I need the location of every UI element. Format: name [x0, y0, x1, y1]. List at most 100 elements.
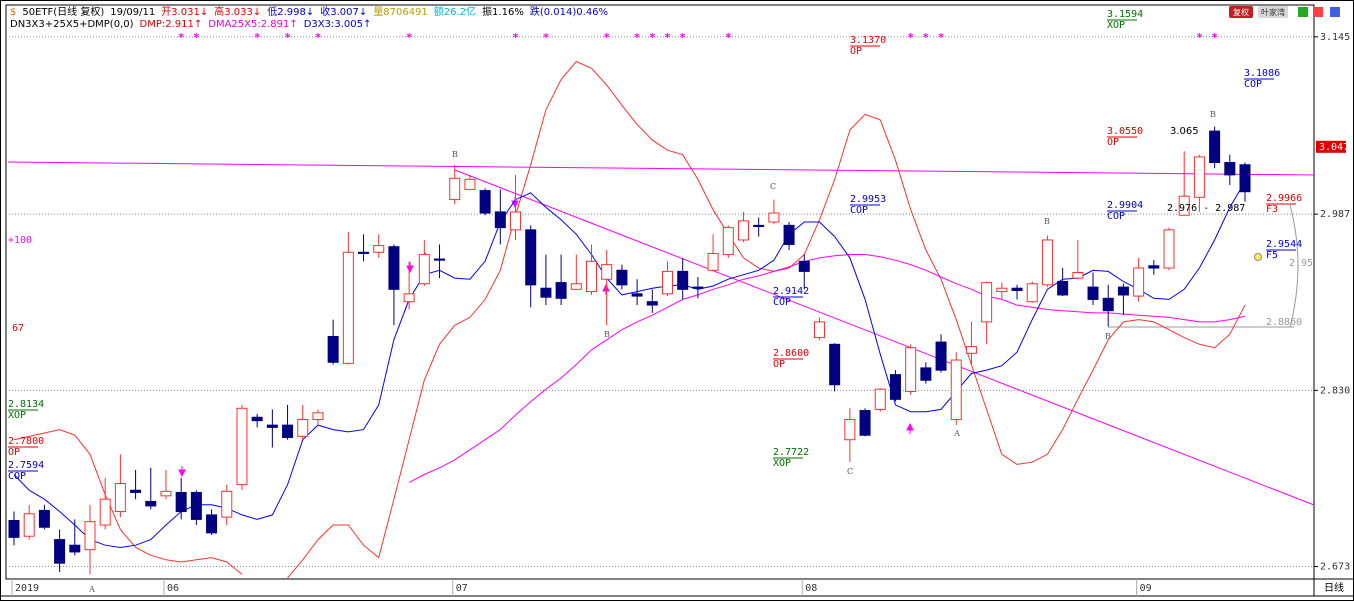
candle-body [753, 224, 765, 227]
candle-body [449, 177, 461, 201]
signal-star: * [406, 31, 413, 44]
x-tick-label: 09 [1140, 583, 1152, 594]
wave-label: A [953, 429, 960, 438]
wave-label: C [847, 467, 853, 476]
candle-body [844, 419, 856, 441]
top-button[interactable] [1258, 6, 1288, 18]
annotation-value: 2.9953 [850, 194, 886, 205]
candle-body [160, 490, 172, 497]
signal-star: * [634, 31, 641, 44]
signal-star: * [543, 31, 550, 44]
candle-body [722, 227, 734, 256]
signal-star: * [512, 31, 519, 44]
note: 2.8860 [1266, 317, 1302, 328]
candle-body [905, 347, 917, 392]
candle-body [1087, 286, 1099, 300]
toolbar-icon[interactable] [1298, 7, 1308, 17]
signal-star: * [284, 31, 291, 44]
candle-body [859, 410, 871, 436]
candle-body [69, 544, 81, 553]
note: 2.95 [1289, 258, 1313, 269]
toolbar-icon[interactable] [1330, 7, 1340, 17]
candle-body [1148, 265, 1160, 269]
candle-body [494, 211, 506, 229]
candle-body [540, 287, 552, 298]
candle-body [403, 293, 415, 303]
candle-body [692, 286, 704, 289]
y-tick-label: 2.987 [1320, 209, 1350, 220]
candle-body [555, 282, 567, 299]
top-button-label[interactable]: 叶家湾 [1261, 7, 1285, 17]
y-tick-label: 2.830 [1320, 385, 1350, 396]
candle-body [297, 419, 309, 437]
candle-body [358, 251, 370, 254]
candle-body [829, 343, 841, 386]
signal-star: * [178, 31, 185, 44]
top-button[interactable] [1229, 6, 1253, 18]
candle-body [221, 490, 233, 518]
bracket [1108, 204, 1299, 328]
candle-body [1011, 287, 1023, 291]
candle-body [23, 513, 35, 537]
candle-body [1057, 280, 1069, 296]
candle-body [266, 424, 278, 428]
candle-body [707, 252, 719, 271]
toolbar-icon[interactable] [1313, 7, 1323, 17]
header-item: 振1.16% [482, 5, 524, 18]
candle-body [1193, 156, 1205, 198]
annotation-value: 2.8600 [773, 348, 809, 359]
candle-body [996, 287, 1008, 293]
wave-label: A [88, 585, 95, 594]
candle-body [84, 521, 96, 551]
annotation-tag: OP [1107, 137, 1119, 148]
header-item: 跌(0.014)0.46% [530, 5, 608, 18]
candle-body [920, 367, 932, 381]
trend-line [7, 161, 1315, 176]
candle-body [631, 293, 643, 297]
top-button-label[interactable]: 复权 [1233, 7, 1249, 17]
note: 3.065 [1170, 126, 1199, 137]
annotation-value: 3.0550 [1107, 126, 1143, 137]
annotation-tag: OP [850, 46, 862, 57]
candle-body [130, 489, 142, 493]
candle-body [1163, 229, 1175, 269]
candle-body [570, 283, 582, 290]
header-item: $ [10, 7, 16, 18]
candle-body [190, 491, 202, 520]
candle-body [1117, 286, 1129, 296]
candle-body [342, 251, 354, 364]
annotation-value: 2.7800 [8, 436, 44, 447]
down-arrow [178, 466, 186, 478]
candle-body [798, 260, 810, 272]
candle-body [418, 254, 430, 285]
candle-body [54, 539, 66, 564]
candle-body [1178, 195, 1190, 216]
annotation-tag: XOP [1107, 20, 1125, 31]
signal-star: * [725, 31, 732, 44]
candle-body [813, 321, 825, 339]
candle-body [525, 229, 537, 286]
annotation-value: 2.7722 [773, 447, 809, 458]
candle-body [935, 341, 947, 371]
candle-body [479, 190, 491, 214]
indicator-line [13, 60, 1246, 579]
signal-star: * [1196, 31, 1203, 44]
candle-body [889, 374, 901, 400]
candle-body [282, 424, 294, 438]
candle-body [236, 407, 248, 486]
signal-star: * [315, 31, 322, 44]
header-item: 量8706491 [373, 6, 428, 18]
candle-body [510, 211, 522, 231]
annotation-tag: COP [773, 297, 791, 308]
candle-body [312, 412, 324, 421]
annotation-tag: XOP [8, 410, 26, 421]
candle-body [1102, 297, 1114, 312]
candle-body [1209, 130, 1221, 164]
candle-body [1026, 283, 1038, 303]
signal-star: * [193, 31, 200, 44]
header-item: DN3X3+25X5+DMP(0,0) [10, 19, 134, 30]
header-item: 额26.2亿 [434, 5, 476, 18]
annotation-tag: XOP [773, 458, 791, 469]
